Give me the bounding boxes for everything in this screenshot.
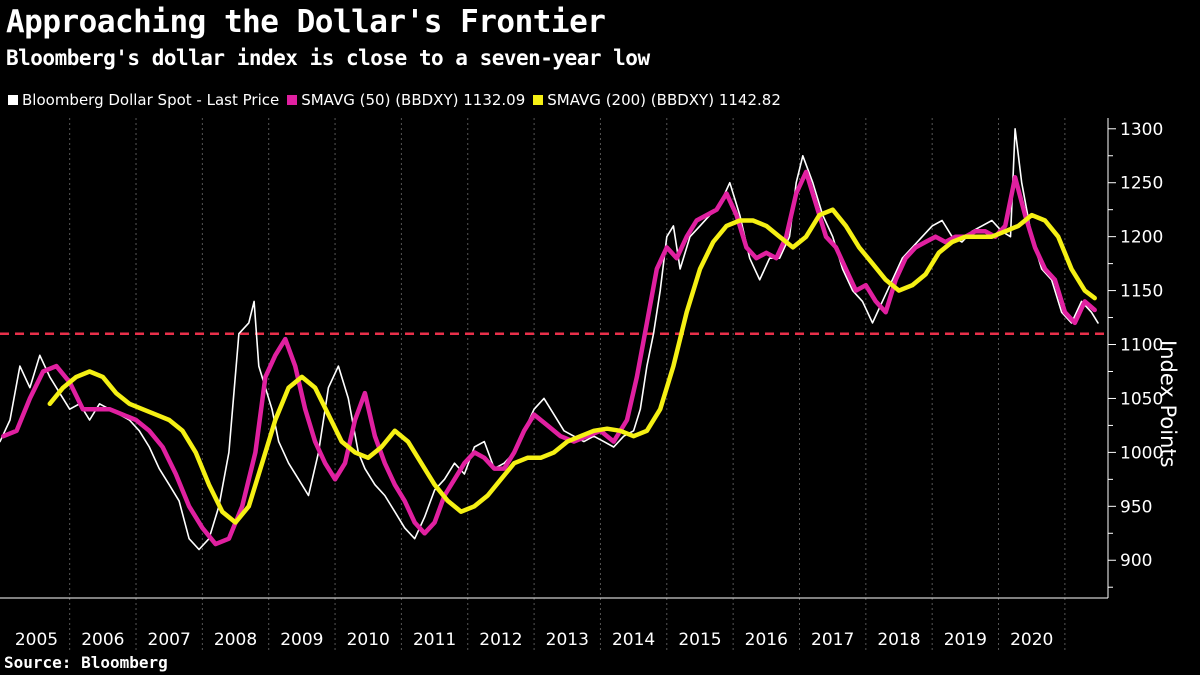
price-series-line	[0, 128, 1099, 551]
y-tick-label: 900	[1120, 551, 1152, 571]
x-tick-label: 2018	[877, 630, 920, 650]
legend-label-sma50: SMAVG (50) (BBDXY) 1132.09	[301, 91, 526, 109]
x-tick-label: 2020	[1010, 630, 1053, 650]
y-tick-label: 1300	[1120, 120, 1163, 140]
legend-swatch-sma200	[533, 95, 544, 105]
y-tick-label: 1150	[1120, 282, 1163, 302]
x-tick-label: 2019	[944, 630, 987, 650]
sma50-series-line	[1, 169, 1097, 547]
x-tick-label: 2014	[612, 630, 655, 650]
legend-item-price: Bloomberg Dollar Spot - Last Price	[8, 91, 279, 109]
x-tick-label: 2016	[745, 630, 788, 650]
legend-label-price: Bloomberg Dollar Spot - Last Price	[22, 91, 280, 109]
source-note: Source: Bloomberg	[4, 653, 168, 672]
sma200-series-line	[47, 207, 1097, 525]
x-tick-label: 2008	[214, 630, 257, 650]
x-tick-label: 2007	[148, 630, 191, 650]
legend-item-sma50: SMAVG (50) (BBDXY) 1132.09	[287, 91, 525, 109]
chart-legend: Bloomberg Dollar Spot - Last Price SMAVG…	[8, 91, 789, 109]
y-tick-label: 1100	[1120, 336, 1163, 356]
y-tick-label: 950	[1120, 497, 1152, 517]
x-tick-label: 2010	[347, 630, 390, 650]
x-tick-label: 2017	[811, 630, 854, 650]
legend-item-sma200: SMAVG (200) (BBDXY) 1142.82	[533, 91, 781, 109]
y-axis-label: Index Points	[1156, 340, 1180, 468]
y-tick-label: 1050	[1120, 389, 1163, 409]
x-tick-label: 2012	[479, 630, 522, 650]
x-tick-label: 2006	[81, 630, 124, 650]
x-tick-label: 2009	[280, 630, 323, 650]
legend-label-sma200: SMAVG (200) (BBDXY) 1142.82	[547, 91, 781, 109]
x-tick-label: 2005	[15, 630, 58, 650]
y-tick-label: 1250	[1120, 174, 1163, 194]
chart-subtitle: Bloomberg's dollar index is close to a s…	[6, 46, 650, 70]
x-tick-label: 2013	[546, 630, 589, 650]
x-tick-label: 2011	[413, 630, 456, 650]
chart-title: Approaching the Dollar's Frontier	[6, 4, 606, 40]
x-tick-label: 2015	[678, 630, 721, 650]
legend-swatch-price	[8, 95, 18, 105]
y-tick-label: 1200	[1120, 228, 1163, 248]
legend-swatch-sma50	[287, 95, 298, 105]
y-tick-label: 1000	[1120, 443, 1163, 463]
